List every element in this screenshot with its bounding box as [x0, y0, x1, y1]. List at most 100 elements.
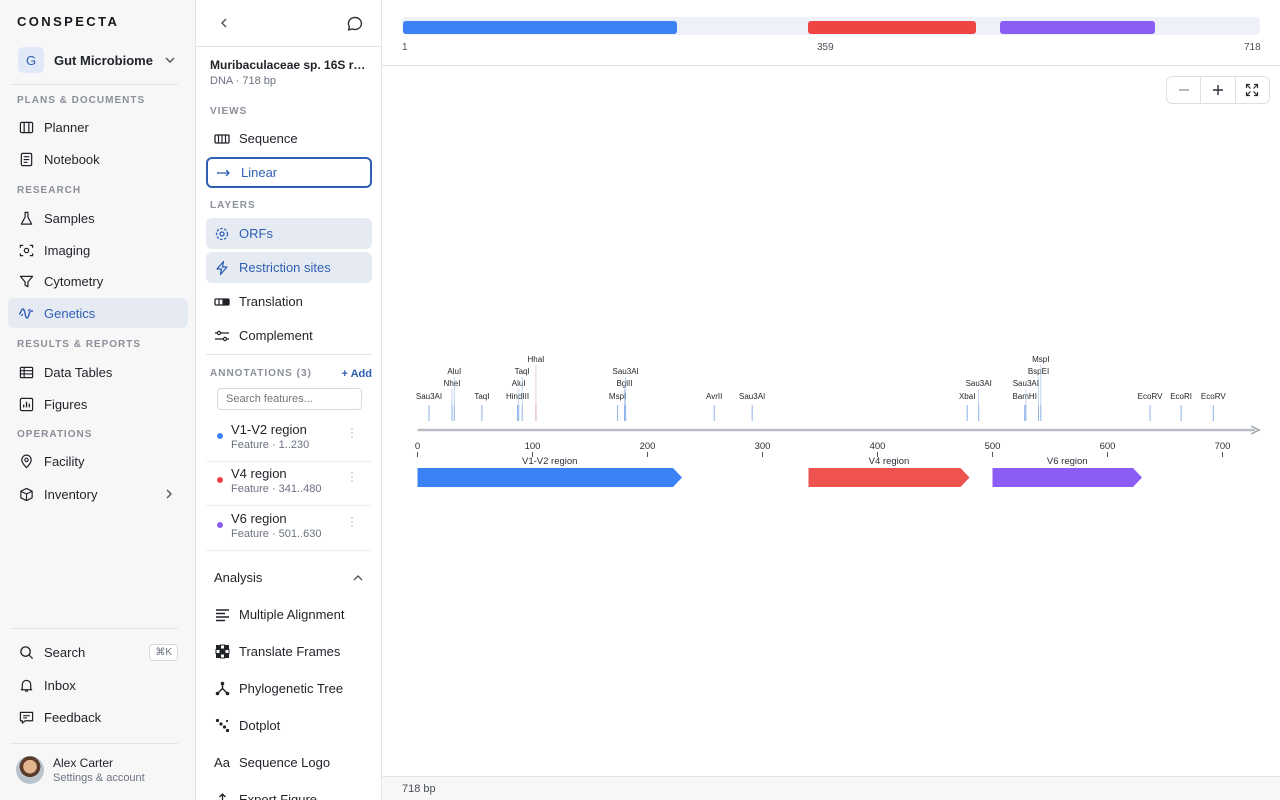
message-icon — [18, 709, 34, 725]
restriction-site-label: MspI — [609, 392, 626, 401]
user-account[interactable]: Alex Carter Settings & account — [16, 756, 145, 784]
sidebar-item-cytometry[interactable]: Cytometry — [8, 266, 188, 296]
axis-tick-label: 400 — [870, 441, 886, 452]
sidebar-item-data-tables[interactable]: Data Tables — [8, 357, 188, 387]
overview-feature-v6[interactable] — [1000, 21, 1155, 34]
overview-feature-v4[interactable] — [808, 21, 976, 34]
sidebar-item-label: Planner — [44, 119, 89, 135]
workspace-badge: G — [18, 47, 44, 73]
view-label: Linear — [241, 165, 278, 180]
more-vertical-icon[interactable]: · · · — [350, 421, 354, 443]
sidebar-item-samples[interactable]: Samples — [8, 203, 188, 233]
view-sequence[interactable]: Sequence — [206, 123, 372, 154]
orf-icon — [214, 226, 230, 242]
restriction-site-label: XbaI — [959, 392, 975, 401]
feature-range: Feature · 501..630 — [231, 528, 322, 540]
feature-range: Feature · 341..480 — [231, 483, 322, 495]
linear-map-viewer: 1 359 718 0 100 200 300 400 500 600 700 V1-V2 re… — [382, 0, 1280, 800]
divider — [10, 84, 178, 85]
zoom-in-button[interactable] — [1201, 77, 1236, 103]
axis-arrow-icon — [1250, 425, 1261, 435]
linear-map-canvas[interactable]: 0 100 200 300 400 500 600 700 V1-V2 region V4 reg… — [382, 0, 1280, 776]
sequence-title: Muribaculaceae sp. 16S rRNA gene — [210, 58, 374, 72]
restriction-site-label: AvrII — [706, 392, 722, 401]
sidebar-item-figures[interactable]: Figures — [8, 389, 188, 419]
feature-item[interactable]: V4 region Feature · 341..480 · · · — [206, 462, 372, 506]
feature-name: V6 region — [231, 511, 287, 526]
back-chevron-icon[interactable] — [218, 17, 230, 29]
more-vertical-icon[interactable]: · · · — [350, 465, 354, 487]
axis-tick-label: 600 — [1100, 441, 1116, 452]
notebook-icon — [18, 151, 34, 167]
comment-icon[interactable] — [346, 15, 364, 33]
restriction-site-label: MspI — [1032, 355, 1049, 364]
sidebar-item-label: Imaging — [44, 242, 91, 258]
layer-label: Translation — [239, 294, 303, 309]
restriction-site-label: EcoRV — [1201, 392, 1226, 401]
sidebar-item-inbox[interactable]: Inbox — [8, 670, 188, 700]
zoom-controls — [1166, 76, 1270, 104]
overview-start-label: 1 — [402, 42, 408, 53]
analysis-dotplot[interactable]: Dotplot — [206, 710, 372, 741]
layer-complement[interactable]: Complement — [206, 320, 372, 351]
more-vertical-icon[interactable]: · · · — [350, 510, 354, 532]
minus-icon — [1178, 89, 1189, 91]
dna-icon — [18, 305, 34, 321]
sidebar-item-label: Search — [44, 644, 86, 660]
overview-feature-v1-v2[interactable] — [403, 21, 677, 34]
dotplot-icon — [214, 718, 230, 734]
analysis-phylogenetic-tree[interactable]: Phylogenetic Tree — [206, 673, 372, 704]
analysis-header[interactable]: Analysis — [214, 570, 364, 585]
layer-translation[interactable]: Translation — [206, 286, 372, 317]
zoom-out-button[interactable] — [1167, 77, 1202, 103]
sidebar-item-feedback[interactable]: Feedback — [8, 702, 188, 732]
flask-icon — [18, 210, 34, 226]
feature-search-input[interactable] — [217, 388, 362, 410]
search-icon — [18, 644, 34, 660]
sidebar-item-imaging[interactable]: Imaging — [8, 235, 188, 265]
sidebar-item-planner[interactable]: Planner — [8, 112, 188, 142]
feature-color-dot — [217, 477, 223, 483]
feature-item[interactable]: V6 region Feature · 501..630 · · · — [206, 507, 372, 551]
analysis-sequence-logo[interactable]: Aa Sequence Logo — [206, 747, 372, 778]
sidebar-item-search[interactable]: Search ⌘K — [8, 637, 188, 667]
layer-label: Complement — [239, 328, 313, 343]
restriction-site-label: EcoRV — [1138, 392, 1163, 401]
restriction-site-label: TaqI — [474, 392, 489, 401]
axis-tick-label: 700 — [1215, 441, 1231, 452]
chevron-down-icon — [165, 57, 175, 63]
fit-view-button[interactable] — [1236, 77, 1269, 103]
workspace-switcher[interactable]: G Gut Microbiome — [10, 44, 186, 76]
tree-icon — [214, 681, 230, 697]
sidebar-item-label: Notebook — [44, 151, 100, 167]
location-icon — [18, 453, 34, 469]
feature-arrow — [808, 468, 970, 487]
view-linear[interactable]: Linear — [206, 157, 372, 188]
restriction-site-label: TaqI — [515, 367, 530, 376]
sidebar-item-genetics[interactable]: Genetics — [8, 298, 188, 328]
add-annotation-button[interactable]: + Add — [341, 368, 372, 380]
sidebar-item-inventory[interactable]: Inventory — [8, 479, 188, 509]
restriction-site-label: AluI — [447, 367, 461, 376]
sidebar-item-label: Facility — [44, 453, 85, 469]
restriction-site-label: HindIII — [506, 392, 529, 401]
sidebar-item-facility[interactable]: Facility — [8, 446, 188, 476]
workspace-name: Gut Microbiome — [54, 52, 153, 68]
bell-icon — [18, 677, 34, 693]
feature-item[interactable]: V1-V2 region Feature · 1..230 · · · — [206, 418, 372, 462]
overview-mid-label: 359 — [817, 42, 834, 53]
sequence-overview: 1 359 718 — [382, 0, 1280, 66]
restriction-site-label: Sau3AI — [416, 392, 442, 401]
annotations-label: ANNOTATIONS (3) — [210, 368, 312, 379]
annotations-header: ANNOTATIONS (3) + Add — [210, 368, 372, 380]
restriction-site-label: BspEI — [1028, 367, 1049, 376]
analysis-export-figure[interactable]: Export Figure — [206, 784, 372, 800]
layer-restriction-sites[interactable]: Restriction sites — [206, 252, 372, 283]
analysis-multiple-alignment[interactable]: Multiple Alignment — [206, 599, 372, 630]
layer-orfs[interactable]: ORFs — [206, 218, 372, 249]
analysis-translate-frames[interactable]: Translate Frames — [206, 636, 372, 667]
linear-arrow-icon — [216, 165, 232, 181]
sidebar-item-notebook[interactable]: Notebook — [8, 144, 188, 174]
overview-track[interactable] — [402, 17, 1260, 35]
divider — [10, 743, 178, 744]
